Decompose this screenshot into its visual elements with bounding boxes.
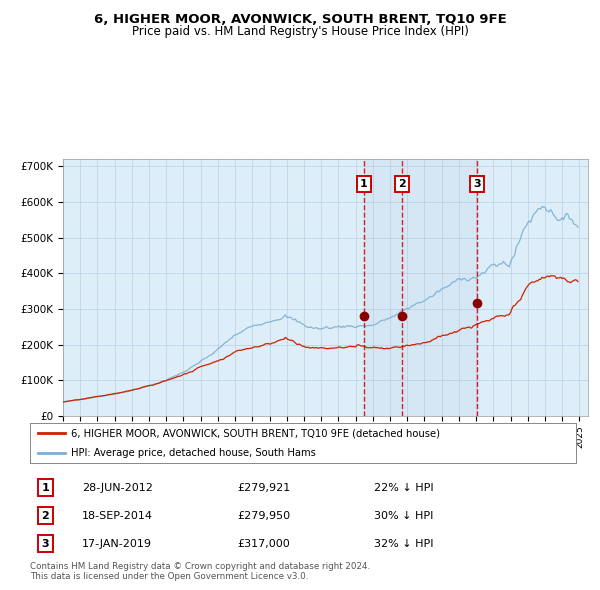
Text: 3: 3 — [473, 179, 481, 189]
Text: 18-SEP-2014: 18-SEP-2014 — [82, 510, 153, 520]
Text: 32% ↓ HPI: 32% ↓ HPI — [374, 539, 433, 549]
Text: Price paid vs. HM Land Registry's House Price Index (HPI): Price paid vs. HM Land Registry's House … — [131, 25, 469, 38]
Text: 6, HIGHER MOOR, AVONWICK, SOUTH BRENT, TQ10 9FE: 6, HIGHER MOOR, AVONWICK, SOUTH BRENT, T… — [94, 13, 506, 26]
Text: 2: 2 — [398, 179, 406, 189]
Text: HPI: Average price, detached house, South Hams: HPI: Average price, detached house, Sout… — [71, 448, 316, 458]
Text: 17-JAN-2019: 17-JAN-2019 — [82, 539, 152, 549]
Bar — [364, 159, 402, 416]
Text: 30% ↓ HPI: 30% ↓ HPI — [374, 510, 433, 520]
Bar — [364, 159, 477, 416]
Text: 2: 2 — [41, 510, 49, 520]
Text: 28-JUN-2012: 28-JUN-2012 — [82, 483, 153, 493]
Text: 1: 1 — [41, 483, 49, 493]
Text: 6, HIGHER MOOR, AVONWICK, SOUTH BRENT, TQ10 9FE (detached house): 6, HIGHER MOOR, AVONWICK, SOUTH BRENT, T… — [71, 428, 440, 438]
Text: £317,000: £317,000 — [238, 539, 290, 549]
Text: 3: 3 — [41, 539, 49, 549]
Text: 1: 1 — [360, 179, 368, 189]
Bar — [402, 159, 477, 416]
Text: £279,921: £279,921 — [238, 483, 291, 493]
Text: £279,950: £279,950 — [238, 510, 290, 520]
Text: 22% ↓ HPI: 22% ↓ HPI — [374, 483, 434, 493]
Text: Contains HM Land Registry data © Crown copyright and database right 2024.
This d: Contains HM Land Registry data © Crown c… — [30, 562, 370, 581]
